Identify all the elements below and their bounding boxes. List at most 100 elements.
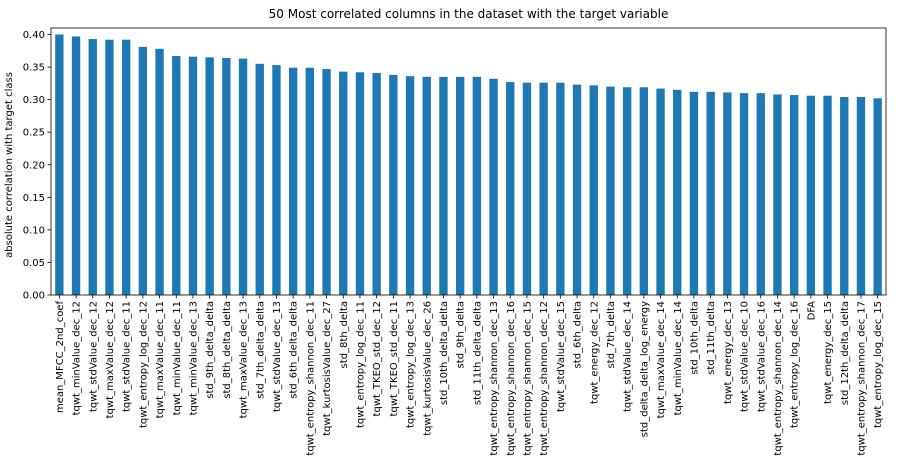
x-tick-label: tqwt_kurtosisValue_dec_27 <box>322 301 333 436</box>
bar <box>71 36 81 296</box>
bar <box>372 72 381 295</box>
x-tick-label: tqwt_stdValue_dec_10 <box>740 301 751 412</box>
x-tick-label: tqwt_entropy_shannon_dec_14 <box>773 301 784 456</box>
x-tick-label: std_8th_delta_delta <box>222 301 233 399</box>
y-tick-label: 0.05 <box>23 258 45 269</box>
x-tick-label: tqwt_entropy_shannon_dec_13 <box>489 301 500 456</box>
x-tick-label: std_delta_delta_log_energy <box>639 301 650 437</box>
x-tick-label: tqwt_maxValue_dec_11 <box>155 301 166 418</box>
bar <box>572 84 582 295</box>
bar <box>155 48 164 296</box>
bar <box>723 92 732 295</box>
bar <box>172 56 181 295</box>
x-tick-label: tqwt_TKEO_std_dec_11 <box>389 301 400 416</box>
bar <box>589 85 598 296</box>
x-tick-label: std_11th_delta <box>706 301 717 375</box>
x-tick-label: std_10th_delta_delta <box>439 301 450 405</box>
x-tick-label: tqwt_entropy_log_dec_12 <box>138 301 149 428</box>
x-tick-label: tqwt_minValue_dec_14 <box>673 301 684 415</box>
bar <box>339 71 348 295</box>
bar <box>422 76 431 295</box>
y-axis: 0.00 0.05 0.10 0.15 0.20 0.25 0.30 0.35 0.40 <box>23 30 51 302</box>
bar <box>789 95 799 295</box>
x-tick-label: tqwt_maxValue_dec_12 <box>105 301 116 418</box>
bar <box>405 76 415 295</box>
x-tick-label: std_12th_delta_delta <box>840 301 851 405</box>
y-axis-label: absolute correlation with target class <box>4 72 15 258</box>
bar <box>606 86 615 295</box>
bar <box>673 89 682 296</box>
x-tick-label: tqwt_stdValue_dec_12 <box>88 301 99 412</box>
x-tick-label: std_8th_delta <box>339 301 350 368</box>
x-tick-label: std_7th_delta <box>606 301 617 368</box>
bar <box>138 46 148 296</box>
x-tick-label: std_9th_delta_delta <box>205 301 216 399</box>
x-tick-label: std_10th_delta <box>689 301 700 375</box>
x-tick-label: std_7th_delta_delta <box>255 301 266 399</box>
bar <box>222 57 231 295</box>
x-tick-label: tqwt_kurtosisValue_dec_26 <box>422 301 433 436</box>
x-axis: mean_MFCC_2nd_coef tqwt_minValue_dec_12 tq… <box>55 295 884 456</box>
x-tick-label: tqwt_minValue_dec_12 <box>72 301 83 415</box>
bar <box>806 95 816 295</box>
y-tick-label: 0.25 <box>23 128 45 139</box>
x-tick-label: tqwt_entropy_shannon_dec_17 <box>856 301 867 456</box>
bar <box>472 76 482 295</box>
y-tick-label: 0.15 <box>23 193 45 204</box>
bar <box>238 58 248 296</box>
x-tick-label: tqwt_maxValue_dec_14 <box>656 301 667 418</box>
bar <box>105 39 114 295</box>
bar <box>322 69 331 296</box>
x-tick-label: tqwt_energy_dec_15 <box>823 301 834 404</box>
bar <box>639 87 649 295</box>
x-tick-label: tqwt_energy_dec_12 <box>589 301 600 404</box>
x-tick-label: tqwt_entropy_shannon_dec_11 <box>305 301 316 456</box>
x-tick-label: tqwt_stdValue_dec_16 <box>756 301 767 412</box>
bar <box>556 82 565 295</box>
bar <box>539 82 548 295</box>
bar <box>489 78 498 295</box>
bar <box>506 82 515 296</box>
bar <box>773 94 782 295</box>
y-tick-label: 0.35 <box>23 63 45 74</box>
x-tick-label: tqwt_stdValue_dec_13 <box>272 301 283 412</box>
chart-title: 50 Most correlated columns in the datase… <box>269 7 669 21</box>
bars-group <box>55 34 882 296</box>
bar <box>656 88 665 295</box>
x-tick-label: tqwt_maxValue_dec_13 <box>239 301 250 418</box>
y-tick-label: 0.40 <box>23 30 45 41</box>
x-tick-label: std_9th_delta <box>456 301 467 368</box>
bar <box>439 76 448 295</box>
x-tick-label: tqwt_minValue_dec_11 <box>172 301 183 415</box>
bar <box>823 95 832 295</box>
x-tick-label: mean_MFCC_2nd_coef <box>55 301 66 414</box>
x-tick-label: tqwt_energy_dec_13 <box>723 301 734 404</box>
y-tick-label: 0.00 <box>23 291 45 302</box>
x-tick-label: tqwt_entropy_log_dec_11 <box>355 301 366 428</box>
bar <box>121 39 131 295</box>
bar <box>288 67 298 295</box>
x-tick-label: std_11th_delta_delta <box>472 301 483 405</box>
bar <box>255 63 264 295</box>
x-tick-label: tqwt_stdValue_dec_11 <box>122 301 133 412</box>
bar <box>739 93 749 295</box>
bar <box>355 72 365 295</box>
bar <box>706 91 715 295</box>
y-tick-label: 0.20 <box>23 160 45 171</box>
bar <box>622 87 632 295</box>
bar <box>840 97 849 295</box>
x-tick-label: tqwt_entropy_shannon_dec_12 <box>539 301 550 456</box>
bar <box>389 74 398 295</box>
y-tick-label: 0.30 <box>23 95 45 106</box>
x-tick-label: tqwt_TKEO_std_dec_12 <box>372 301 383 416</box>
bar <box>88 39 97 295</box>
x-tick-label: tqwt_entropy_log_dec_16 <box>790 301 801 428</box>
bar <box>856 97 866 295</box>
bar <box>305 67 315 295</box>
bar <box>455 76 465 295</box>
bar <box>188 56 198 296</box>
bar <box>522 82 532 295</box>
plot-frame <box>50 27 887 296</box>
bar <box>205 57 214 296</box>
